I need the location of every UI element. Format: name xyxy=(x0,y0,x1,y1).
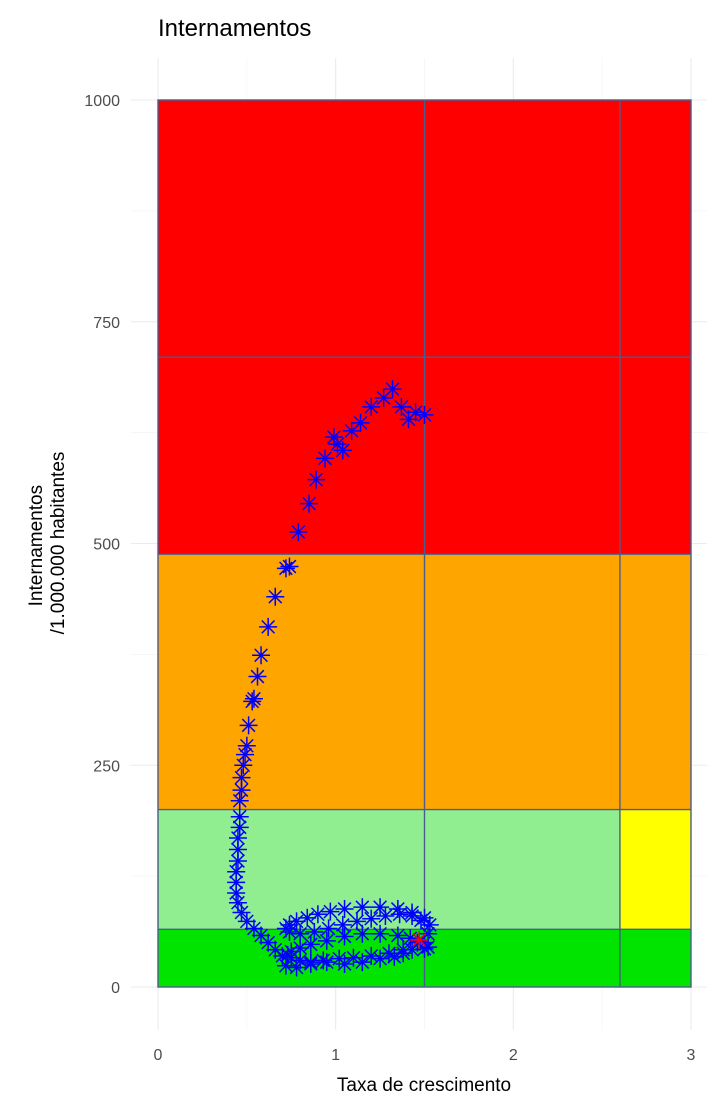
data-point xyxy=(335,927,354,946)
data-point xyxy=(317,931,336,950)
data-point xyxy=(362,909,381,928)
data-point xyxy=(362,397,381,416)
data-point xyxy=(333,441,352,460)
zone-rect-1 xyxy=(158,809,620,930)
y-tick-label: 750 xyxy=(93,315,120,332)
data-point xyxy=(383,380,402,399)
x-axis-title: Taxa de crescimento xyxy=(337,1075,511,1096)
data-point xyxy=(248,667,267,686)
y-tick-label: 1000 xyxy=(84,93,120,110)
data-point xyxy=(319,919,338,938)
x-tick-label: 3 xyxy=(687,1047,696,1064)
y-axis-title: Internamentos /1.000.000 habitantes xyxy=(26,452,69,635)
data-point xyxy=(230,807,249,826)
data-point xyxy=(259,617,278,636)
data-point xyxy=(353,924,372,943)
data-point xyxy=(324,428,343,447)
data-point xyxy=(314,951,333,970)
data-point xyxy=(335,899,354,918)
data-point xyxy=(388,926,407,945)
highlight-point xyxy=(410,930,429,949)
data-point xyxy=(390,905,409,924)
zone-rect-2 xyxy=(619,809,691,930)
data-point xyxy=(379,944,398,963)
data-point xyxy=(237,736,256,755)
points-layer xyxy=(227,380,439,977)
data-point xyxy=(411,911,430,930)
data-point xyxy=(291,924,310,943)
x-tick-label: 0 xyxy=(154,1047,163,1064)
data-point xyxy=(353,898,372,917)
data-point xyxy=(287,912,306,931)
data-point xyxy=(371,924,390,943)
data-point xyxy=(266,587,285,606)
data-point xyxy=(282,948,301,967)
data-point xyxy=(236,745,255,764)
data-point xyxy=(308,905,327,924)
data-point xyxy=(371,898,390,917)
data-point xyxy=(394,940,413,959)
data-point xyxy=(321,902,340,921)
data-point xyxy=(237,912,256,931)
y-axis-title-line-2: /1.000.000 habitantes xyxy=(48,452,69,635)
data-point xyxy=(330,949,349,968)
data-point xyxy=(392,397,411,416)
x-tick-label: 1 xyxy=(331,1047,340,1064)
y-tick-labels: 0 250 500 750 1000 xyxy=(84,93,120,997)
data-point xyxy=(351,413,370,432)
data-point xyxy=(347,912,366,931)
data-point xyxy=(300,494,319,513)
data-point xyxy=(287,958,306,977)
chart-title: Internamentos xyxy=(158,15,311,42)
data-point xyxy=(259,933,278,952)
x-tick-label: 2 xyxy=(509,1047,518,1064)
data-point xyxy=(376,907,395,926)
data-point xyxy=(232,768,251,787)
data-point xyxy=(406,403,425,422)
data-point xyxy=(244,689,263,708)
data-point xyxy=(307,470,326,489)
data-point xyxy=(228,893,247,912)
data-point xyxy=(316,449,335,468)
data-point xyxy=(344,948,363,967)
data-point xyxy=(239,716,258,735)
data-point xyxy=(305,923,324,942)
data-point xyxy=(252,646,271,665)
data-point xyxy=(301,953,320,972)
y-tick-label: 0 xyxy=(111,980,120,997)
y-axis-title-line-1: Internamentos xyxy=(26,485,47,606)
y-tick-label: 500 xyxy=(93,537,120,554)
data-point xyxy=(289,522,308,541)
y-tick-label: 250 xyxy=(93,758,120,775)
data-point xyxy=(362,946,381,965)
data-point xyxy=(333,915,352,934)
data-point xyxy=(415,405,434,424)
x-tick-labels: 0 1 2 3 xyxy=(154,1047,696,1064)
data-point xyxy=(280,557,299,576)
